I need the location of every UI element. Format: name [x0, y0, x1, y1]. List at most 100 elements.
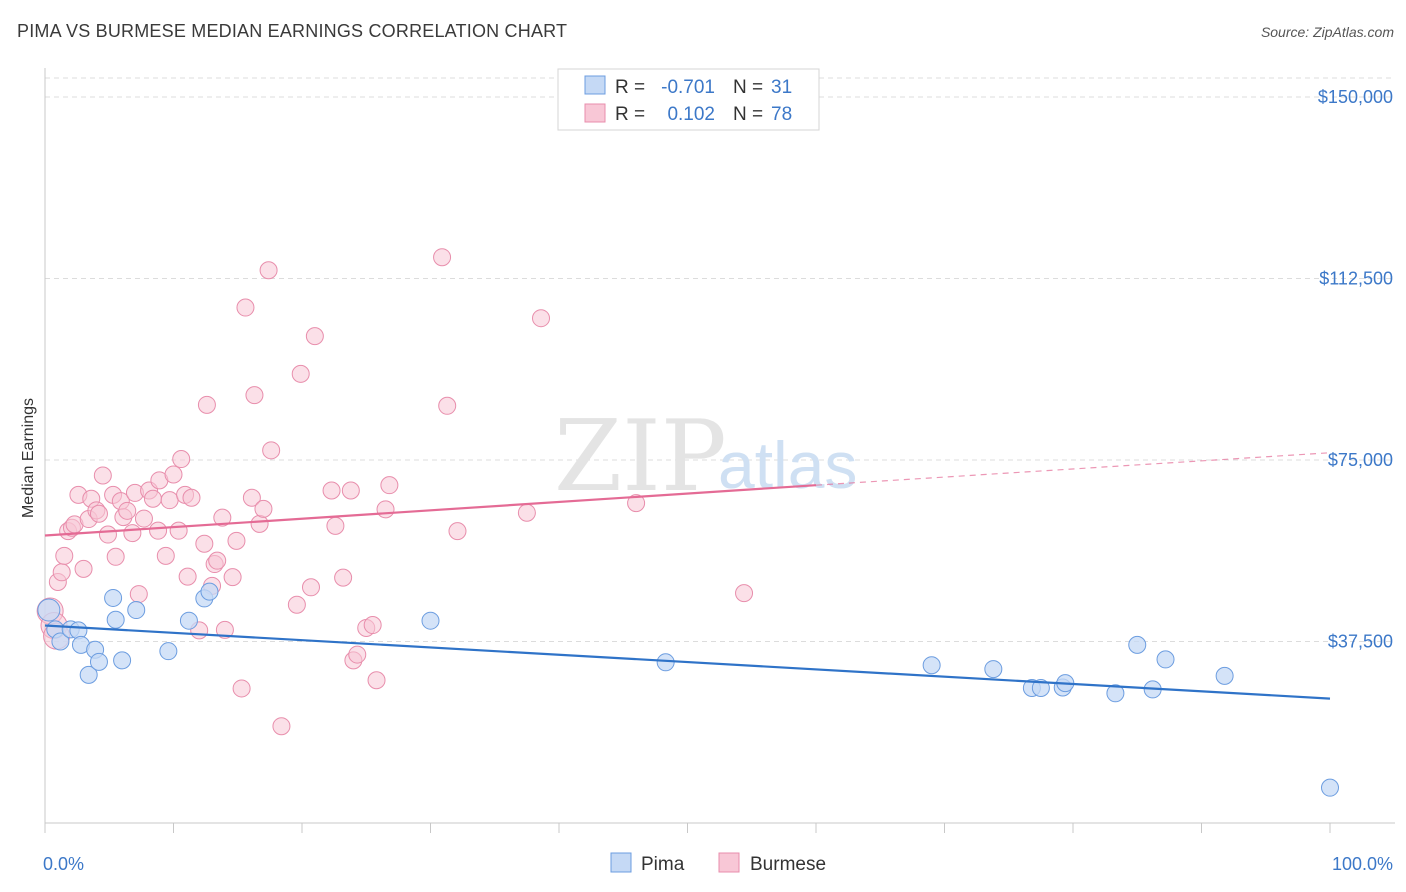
burmese-point	[326, 516, 345, 535]
pima-point	[127, 601, 146, 620]
bottom-legend-label-burmese: Burmese	[750, 854, 826, 875]
source-label: Source: ZipAtlas.com	[1260, 24, 1394, 40]
pima-point	[1106, 684, 1125, 703]
correlation-legend: R = -0.701 N = 31 R = 0.102 N = 78	[557, 68, 820, 131]
bottom-legend-label-pima: Pima	[641, 854, 685, 875]
burmese-point	[106, 547, 125, 566]
burmese-point	[74, 559, 93, 578]
burmese-point	[348, 645, 367, 664]
burmese-point	[134, 509, 153, 528]
x-tick-label-min: 0.0%	[43, 854, 84, 874]
legend-swatch-pima	[584, 75, 606, 95]
burmese-point	[735, 584, 754, 603]
trend-lines	[44, 452, 1331, 700]
burmese-point	[627, 494, 646, 513]
pima-point	[1321, 778, 1339, 797]
watermark: ZIP atlas	[554, 400, 857, 514]
pima-point	[179, 611, 198, 630]
y-tick-label: $112,500	[1319, 269, 1393, 289]
burmese-point	[129, 585, 148, 604]
axes	[44, 68, 1395, 824]
burmese-trend-line	[44, 484, 817, 537]
burmese-point	[178, 567, 197, 586]
gridlines	[45, 77, 1395, 642]
burmese-point	[363, 616, 382, 635]
pima-point	[656, 653, 675, 672]
burmese-point	[164, 465, 183, 484]
pima-point	[1031, 678, 1050, 697]
pima-trend-line	[44, 624, 1331, 700]
burmese-point	[93, 466, 112, 485]
burmese-point	[118, 501, 137, 520]
bottom-legend-swatch-pima	[610, 852, 632, 873]
burmese-point	[227, 531, 246, 550]
y-tick-label: $150,000	[1318, 87, 1393, 107]
burmese-point	[250, 514, 269, 533]
y-tick-label: $75,000	[1328, 450, 1393, 470]
burmese-point	[98, 525, 117, 544]
pima-point	[89, 652, 108, 671]
burmese-point	[169, 521, 188, 540]
burmese-point	[208, 551, 227, 570]
legend-r-label-burmese: R =	[615, 104, 645, 125]
pima-point	[1156, 650, 1175, 669]
burmese-point	[438, 396, 457, 415]
burmese-point	[254, 499, 273, 518]
bottom-legend-swatch-burmese	[718, 852, 740, 873]
burmese-point	[223, 568, 242, 587]
burmese-point	[532, 309, 551, 328]
burmese-point	[195, 534, 214, 553]
burmese-point	[245, 386, 264, 405]
burmese-point	[123, 524, 142, 543]
burmese-point	[448, 522, 467, 541]
burmese-point	[89, 504, 108, 523]
legend-n-value-burmese: 78	[771, 104, 792, 125]
burmese-series	[36, 248, 754, 736]
burmese-point	[213, 508, 232, 527]
legend-n-label-burmese: N =	[733, 104, 763, 125]
burmese-point	[376, 500, 395, 519]
legend-n-value-pima: 31	[771, 77, 792, 98]
burmese-point	[143, 489, 162, 508]
pima-point	[421, 611, 440, 630]
pima-point	[51, 632, 70, 651]
y-axis-label: Median Earnings	[20, 398, 37, 518]
burmese-point	[215, 620, 234, 639]
pima-point	[37, 598, 61, 622]
burmese-point	[236, 298, 255, 317]
watermark-zip: ZIP	[554, 400, 727, 514]
legend-r-label-pima: R =	[615, 77, 645, 98]
burmese-point	[517, 503, 536, 522]
burmese-point	[232, 679, 251, 698]
burmese-point	[262, 441, 281, 460]
burmese-point	[52, 563, 71, 582]
pima-point	[1215, 666, 1234, 685]
pima-point	[984, 660, 1003, 679]
x-tick-label-max: 100.0%	[1332, 854, 1393, 874]
pima-point	[200, 582, 219, 601]
burmese-point	[197, 395, 216, 414]
legend-n-label-pima: N =	[733, 77, 763, 98]
legend-r-value-burmese: 0.102	[667, 104, 715, 125]
burmese-point	[334, 568, 353, 587]
burmese-point	[272, 717, 291, 736]
x-ticks	[44, 823, 1331, 833]
burmese-point	[291, 364, 310, 383]
burmese-point	[341, 481, 360, 500]
pima-point	[79, 665, 98, 684]
burmese-point	[433, 248, 452, 267]
burmese-trend-line-extension	[815, 452, 1331, 486]
burmese-point	[305, 327, 324, 346]
chart-title: PIMA VS BURMESE MEDIAN EARNINGS CORRELAT…	[17, 21, 568, 41]
burmese-point	[182, 488, 201, 507]
pima-point	[113, 651, 132, 670]
pima-point	[1128, 635, 1147, 654]
series-legend: Pima Burmese	[610, 852, 826, 875]
burmese-point	[322, 481, 341, 500]
burmese-point	[287, 595, 306, 614]
burmese-point	[367, 671, 386, 690]
burmese-point	[160, 491, 179, 510]
pima-point	[106, 610, 125, 629]
y-tick-labels: $37,500 $75,000 $112,500 $150,000	[1318, 87, 1393, 652]
